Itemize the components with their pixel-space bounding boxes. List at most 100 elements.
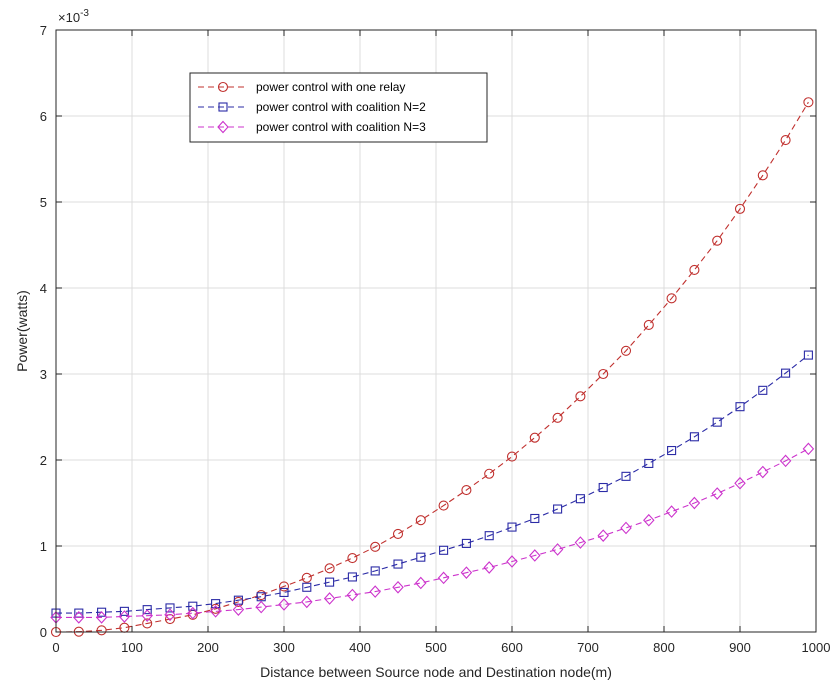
x-tick-label: 0 <box>52 640 59 655</box>
data-point-diamond <box>346 588 359 602</box>
data-point-diamond <box>95 611 108 624</box>
data-point-diamond <box>141 609 153 622</box>
data-point-diamond <box>369 585 381 598</box>
data-point-diamond <box>323 592 336 605</box>
x-tick-label: 200 <box>197 640 219 655</box>
data-point-square <box>302 582 312 592</box>
data-point-square <box>439 545 449 555</box>
data-point-square <box>142 605 152 615</box>
data-point-diamond <box>665 505 678 518</box>
data-point-diamond <box>802 442 815 456</box>
data-point-square <box>598 482 608 493</box>
data-point-diamond <box>757 465 769 479</box>
series-line-square <box>56 354 809 614</box>
y-tick-label: 0 <box>40 625 47 640</box>
legend-marker-square <box>218 102 228 112</box>
y-tick-label: 3 <box>40 367 47 382</box>
data-point-diamond <box>415 576 427 590</box>
data-point-circle <box>780 135 791 146</box>
data-point-diamond <box>187 606 199 620</box>
data-point-square <box>507 522 517 532</box>
data-point-square <box>712 417 722 427</box>
data-point-square <box>803 350 813 360</box>
data-point-circle <box>712 235 723 246</box>
data-point-circle <box>506 451 518 462</box>
data-point-diamond <box>73 611 85 624</box>
data-point-diamond <box>551 543 564 556</box>
y-axis-label: Power(watts) <box>14 290 30 372</box>
y-tick-label: 6 <box>40 109 47 124</box>
data-point-diamond <box>620 521 632 535</box>
data-point-diamond <box>483 561 495 574</box>
data-point-circle <box>552 412 563 423</box>
x-tick-label: 700 <box>577 640 599 655</box>
legend-label: power control with coalition N=3 <box>256 120 426 134</box>
y-exponent-label: ×10-3 <box>58 8 89 25</box>
data-point-circle <box>142 618 153 629</box>
data-point-square <box>575 494 585 504</box>
data-point-diamond <box>506 555 518 568</box>
data-point-diamond <box>301 595 313 609</box>
x-tick-label: 400 <box>349 640 371 655</box>
data-point-diamond <box>255 600 267 614</box>
legend-label: power control with coalition N=2 <box>256 100 426 114</box>
data-point-circle <box>347 552 358 564</box>
data-point-circle <box>301 572 312 583</box>
x-tick-label: 500 <box>425 640 447 655</box>
data-point-circle <box>210 603 221 614</box>
data-point-circle <box>324 563 335 574</box>
data-point-diamond <box>232 603 245 616</box>
data-point-square <box>325 577 335 587</box>
data-point-circle <box>643 319 654 331</box>
data-point-square <box>416 552 426 562</box>
data-point-circle <box>598 368 609 380</box>
data-point-circle <box>734 203 746 214</box>
data-point-square <box>279 587 289 597</box>
series-line-diamond <box>56 448 809 618</box>
data-point-diamond <box>118 610 131 623</box>
x-tick-label: 100 <box>121 640 143 655</box>
x-tick-label: 800 <box>653 640 675 655</box>
data-point-diamond <box>460 566 473 579</box>
series-line-circle <box>55 101 809 633</box>
data-point-square <box>97 607 107 617</box>
data-point-square <box>256 592 266 602</box>
data-point-square <box>781 368 791 378</box>
data-point-diamond <box>734 476 746 490</box>
data-point-square <box>553 504 563 514</box>
data-point-diamond <box>688 496 701 510</box>
y-tick-label: 5 <box>40 195 47 210</box>
data-point-square <box>689 432 699 442</box>
data-point-square <box>347 572 357 582</box>
data-point-diamond <box>529 549 541 562</box>
x-tick-label: 600 <box>501 640 523 655</box>
data-point-diamond <box>779 454 792 468</box>
legend-marker-circle <box>217 81 229 93</box>
data-point-diamond <box>643 513 655 527</box>
data-point-circle <box>370 541 381 552</box>
data-point-square <box>484 531 494 541</box>
data-point-diamond <box>437 571 450 585</box>
y-tick-label: 7 <box>40 23 47 38</box>
data-point-square <box>621 471 631 481</box>
data-point-diamond <box>597 529 609 542</box>
data-point-circle <box>529 432 540 443</box>
y-tick-label: 4 <box>40 281 47 296</box>
data-point-diamond <box>574 536 587 549</box>
data-point-circle <box>415 515 426 526</box>
data-point-circle <box>575 391 586 402</box>
data-point-circle <box>620 345 632 356</box>
series-square <box>51 350 813 618</box>
data-point-circle <box>484 468 495 479</box>
data-point-square <box>119 606 129 616</box>
data-point-circle <box>278 581 290 592</box>
legend-marker-diamond <box>217 120 229 134</box>
data-point-square <box>758 385 768 395</box>
data-point-circle <box>803 97 814 108</box>
data-point-square <box>165 603 175 613</box>
legend-label: power control with one relay <box>256 80 405 94</box>
x-tick-label: 900 <box>729 640 751 655</box>
data-point-square <box>735 402 745 412</box>
data-point-circle <box>96 625 107 636</box>
y-tick-label: 2 <box>40 453 47 468</box>
